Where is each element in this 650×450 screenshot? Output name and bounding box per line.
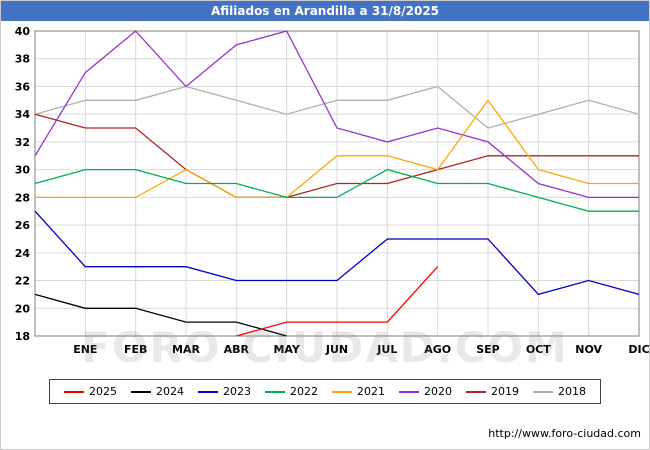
x-tick-label: JUN (325, 343, 348, 356)
legend-label: 2023 (223, 385, 251, 398)
legend-item-2019: 2019 (466, 385, 519, 398)
x-tick-label: MAY (273, 343, 300, 356)
legend-label: 2022 (290, 385, 318, 398)
y-tick-label: 26 (15, 219, 31, 232)
legend-item-2020: 2020 (399, 385, 452, 398)
x-tick-label: MAR (172, 343, 200, 356)
legend-item-2021: 2021 (332, 385, 385, 398)
legend-label: 2018 (558, 385, 586, 398)
legend-item-2018: 2018 (533, 385, 586, 398)
x-tick-label: FEB (124, 343, 147, 356)
chart-title: Afiliados en Arandilla a 31/8/2025 (1, 1, 649, 21)
legend-swatch-2021 (332, 390, 352, 393)
x-tick-label: JUL (376, 343, 397, 356)
legend-item-2022: 2022 (265, 385, 318, 398)
legend-label: 2019 (491, 385, 519, 398)
line-chart-plot: 18 20 22 24 26 28 30 32 34 36 38 40 ENE FEB MAR ABR MAY J… (15, 25, 649, 356)
legend-item-2025: 2025 (64, 385, 117, 398)
legend-label: 2024 (156, 385, 184, 398)
legend-label: 2020 (424, 385, 452, 398)
x-tick-label: ABR (224, 343, 250, 356)
legend-swatch-2018 (533, 390, 553, 393)
series-line-2020 (34, 30, 639, 199)
x-tick-label: AGO (424, 343, 451, 356)
legend-swatch-2019 (466, 390, 486, 393)
footer-url-link[interactable]: http://www.foro-ciudad.com (488, 427, 641, 440)
legend-item-2024: 2024 (131, 385, 184, 398)
x-tick-label: DIC (628, 343, 649, 356)
legend-swatch-2024 (131, 390, 151, 393)
y-tick-label: 40 (15, 25, 31, 38)
legend: 2025 2024 2023 2022 2021 2020 2019 2018 (1, 379, 649, 404)
legend-swatch-2025 (64, 390, 84, 393)
y-tick-label: 34 (15, 108, 31, 121)
y-tick-label: 22 (15, 275, 30, 288)
legend-swatch-2020 (399, 390, 419, 393)
x-tick-label: ENE (73, 343, 97, 356)
legend-label: 2025 (89, 385, 117, 398)
legend-swatch-2022 (265, 390, 285, 393)
y-tick-label: 18 (15, 330, 30, 343)
x-tick-label: NOV (575, 343, 602, 356)
series-line-2025 (236, 266, 439, 337)
y-tick-label: 24 (15, 247, 31, 260)
y-tick-label: 38 (15, 53, 30, 66)
legend-label: 2021 (357, 385, 385, 398)
series-line-2021 (35, 99, 639, 199)
x-tick-label: OCT (526, 343, 551, 356)
series-line-2024 (34, 293, 287, 337)
y-tick-label: 30 (15, 164, 31, 177)
series-line-2022 (34, 168, 639, 212)
legend-swatch-2023 (198, 390, 218, 393)
series-line-2023 (34, 210, 640, 296)
y-tick-label: 36 (15, 80, 31, 93)
series-line-2019 (34, 113, 639, 199)
series-line-2018 (34, 85, 640, 129)
x-tick-label: SEP (476, 343, 500, 356)
y-tick-label: 32 (15, 136, 30, 149)
y-tick-label: 28 (15, 191, 30, 204)
legend-item-2023: 2023 (198, 385, 251, 398)
y-tick-label: 20 (15, 302, 31, 315)
